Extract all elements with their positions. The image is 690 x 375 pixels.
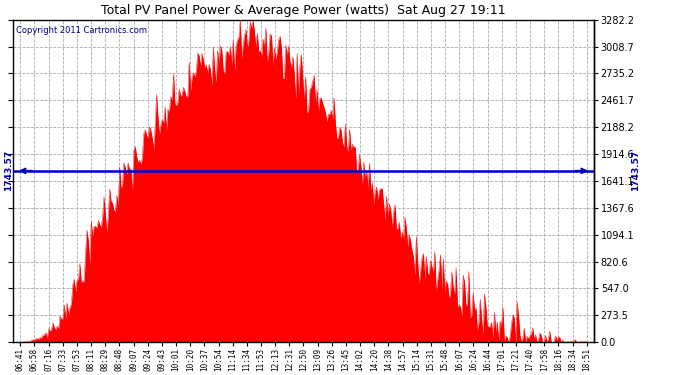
Text: 1743.57: 1743.57: [631, 150, 640, 192]
Title: Total PV Panel Power & Average Power (watts)  Sat Aug 27 19:11: Total PV Panel Power & Average Power (wa…: [101, 4, 506, 17]
Text: Copyright 2011 Cartronics.com: Copyright 2011 Cartronics.com: [16, 26, 147, 35]
Text: 1743.57: 1743.57: [4, 150, 13, 192]
